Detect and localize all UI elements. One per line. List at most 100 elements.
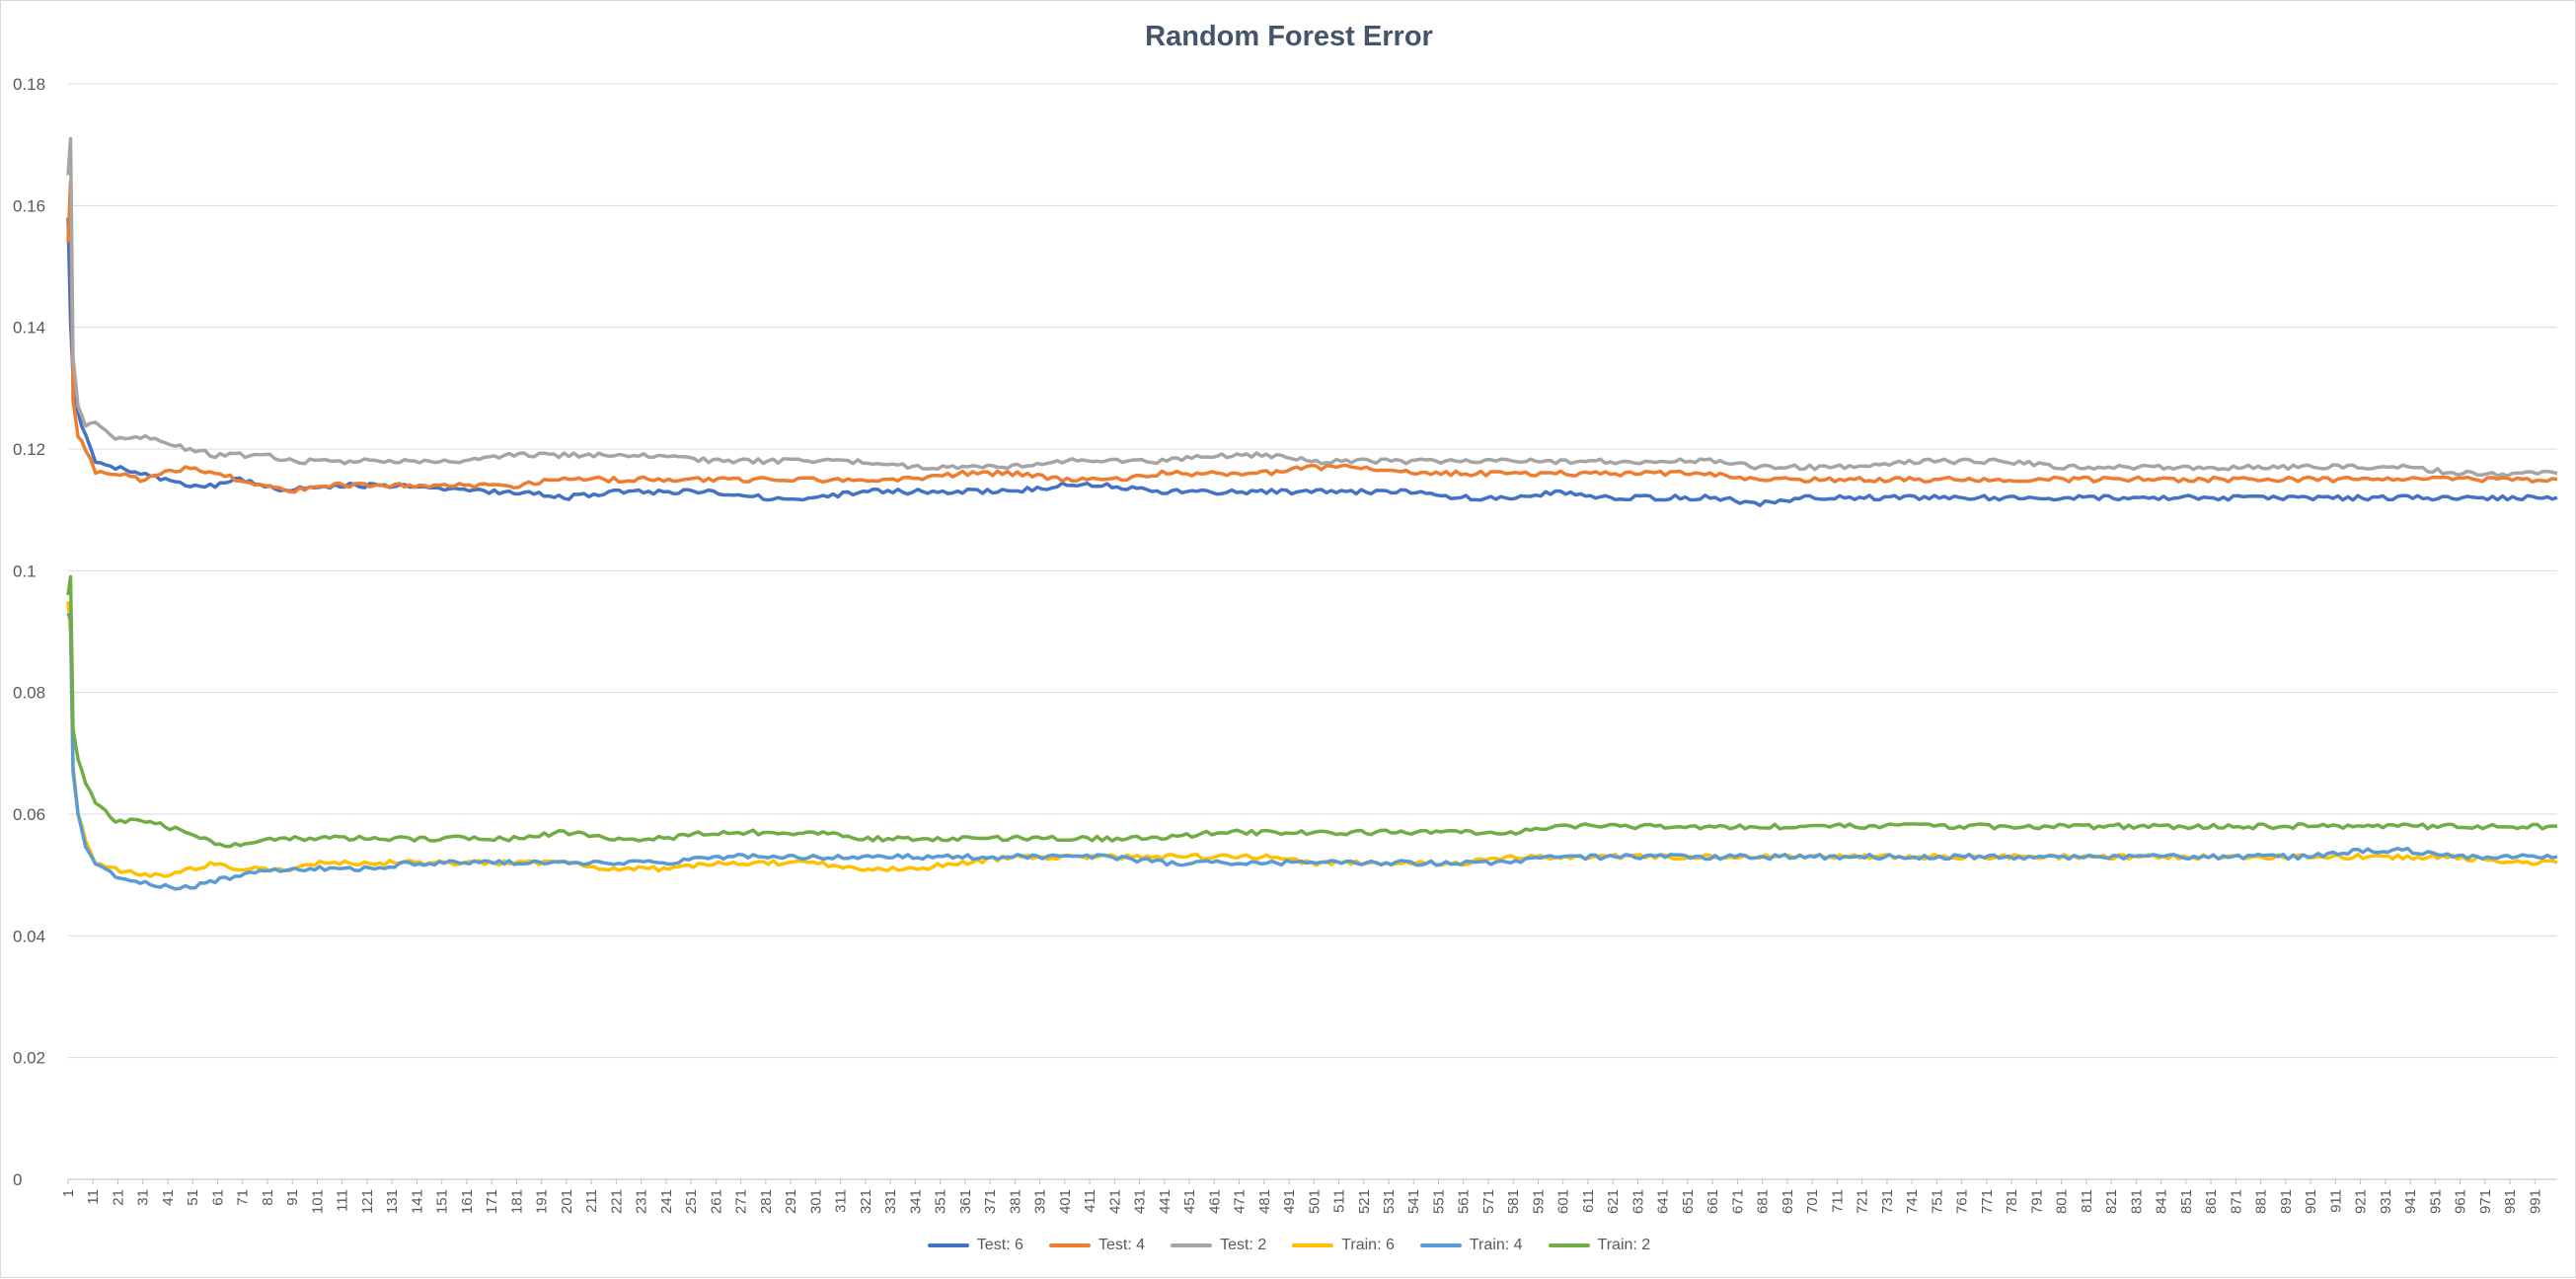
x-tick-label: 561: [1456, 1189, 1473, 1214]
x-tick-label: 771: [1979, 1189, 1996, 1214]
x-tick-label: 921: [2353, 1189, 2370, 1214]
y-tick-label: 0.12: [13, 440, 45, 459]
x-tick-label: 261: [708, 1189, 724, 1214]
legend-item: Train: 4: [1419, 1237, 1523, 1254]
x-tick-label: 721: [1855, 1189, 1871, 1214]
x-tick-label: 441: [1157, 1189, 1174, 1214]
y-tick-label: 0.02: [13, 1049, 45, 1068]
x-tick-label: 981: [2502, 1189, 2519, 1214]
x-tick-label: 451: [1181, 1189, 1198, 1214]
series-line: [66, 136, 2558, 478]
x-tick-label: 631: [1629, 1189, 1646, 1214]
legend-label: Test: 6: [976, 1237, 1023, 1253]
x-tick-label: 881: [2253, 1189, 2270, 1214]
legend-label: Test: 2: [1220, 1237, 1267, 1253]
x-tick-label: 381: [1007, 1189, 1023, 1214]
series-lines: [66, 136, 2558, 891]
legend-label: Train: 2: [1597, 1237, 1651, 1253]
y-tick-label: 0.08: [13, 684, 45, 703]
x-tick-label: 291: [783, 1189, 799, 1214]
x-tick-label: 681: [1755, 1189, 1772, 1214]
x-tick-label: 1: [60, 1189, 77, 1197]
x-tick-label: 81: [260, 1189, 276, 1206]
x-tick-label: 521: [1356, 1189, 1373, 1214]
x-tick-label: 221: [608, 1189, 625, 1214]
x-tick-label: 161: [459, 1189, 476, 1214]
series-line: [66, 179, 2558, 494]
x-tick-label: 461: [1206, 1189, 1223, 1214]
x-tick-label: 141: [409, 1189, 425, 1214]
x-tick-label: 711: [1829, 1189, 1846, 1213]
x-tick-label: 231: [634, 1189, 650, 1214]
x-tick-label: 481: [1256, 1189, 1273, 1214]
x-tick-label: 551: [1430, 1189, 1447, 1214]
y-tick-label: 0: [13, 1170, 22, 1189]
x-tick-label: 811: [2079, 1189, 2095, 1213]
x-tick-label: 731: [1879, 1189, 1896, 1214]
x-tick-label: 191: [534, 1189, 551, 1214]
x-tick-label: 431: [1132, 1189, 1149, 1214]
x-tick-label: 91: [284, 1189, 301, 1206]
x-tick-label: 341: [907, 1189, 924, 1214]
x-tick-label: 831: [2128, 1189, 2145, 1214]
x-tick-label: 71: [235, 1189, 252, 1206]
y-tick-label: 0.06: [13, 805, 45, 824]
legend-item: Test: 2: [1171, 1237, 1266, 1254]
x-tick-label: 101: [309, 1189, 326, 1214]
x-tick-label: 951: [2427, 1189, 2444, 1214]
x-tick-label: 841: [2154, 1189, 2170, 1214]
x-tick-label: 611: [1580, 1189, 1597, 1213]
x-tick-label: 971: [2477, 1189, 2494, 1214]
x-tick-label: 171: [484, 1189, 500, 1214]
x-tick-label: 651: [1680, 1189, 1697, 1214]
x-tick-label: 511: [1331, 1189, 1348, 1213]
x-tick-label: 281: [758, 1189, 775, 1214]
chart-title: Random Forest Error: [1145, 21, 1433, 52]
legend-item: Train: 2: [1548, 1237, 1651, 1254]
legend-swatch: [927, 1243, 969, 1247]
x-tick-label: 691: [1780, 1189, 1796, 1214]
x-tick-label: 861: [2203, 1189, 2220, 1214]
legend: Test: 6 Test: 4 Test: 2 Train: 6 Train: 4 Tra…: [1, 1237, 2576, 1254]
x-tick-label: 41: [160, 1189, 177, 1206]
x-tick-label: 51: [185, 1189, 201, 1206]
x-tick-label: 621: [1605, 1189, 1622, 1214]
x-tick-label: 251: [683, 1189, 700, 1214]
x-tick-label: 741: [1904, 1189, 1921, 1214]
x-tick-label: 891: [2278, 1189, 2295, 1214]
x-tick-label: 131: [384, 1189, 401, 1214]
y-tick-label: 0.1: [13, 562, 37, 580]
x-tick-label: 761: [1954, 1189, 1971, 1214]
y-axis-ticks: 0 0.02 0.04 0.06 0.08 0.1 0.12 0.14 0.16 0.18: [13, 75, 45, 1189]
x-tick-label: 61: [209, 1189, 226, 1206]
x-tick-label: 501: [1306, 1189, 1323, 1214]
x-tick-label: 661: [1705, 1189, 1721, 1214]
gridlines: [68, 83, 2557, 1180]
x-tick-label: 671: [1729, 1189, 1746, 1214]
x-tick-label: 941: [2402, 1189, 2419, 1214]
x-tick-label: 581: [1505, 1189, 1522, 1214]
x-tick-label: 701: [1804, 1189, 1821, 1214]
legend-swatch: [1548, 1243, 1590, 1247]
x-tick-label: 391: [1032, 1189, 1049, 1214]
x-tick-label: 641: [1655, 1189, 1672, 1214]
x-tick-label: 31: [135, 1189, 152, 1206]
x-tick-label: 901: [2303, 1189, 2319, 1214]
x-tick-label: 181: [508, 1189, 525, 1214]
x-tick-label: 201: [559, 1189, 575, 1214]
x-tick-label: 241: [658, 1189, 675, 1214]
x-tick-label: 321: [858, 1189, 874, 1214]
legend-swatch: [1292, 1243, 1334, 1247]
legend-label: Test: 4: [1098, 1237, 1146, 1253]
x-tick-label: 331: [882, 1189, 899, 1214]
x-tick-label: 491: [1281, 1189, 1298, 1214]
x-tick-label: 311: [833, 1189, 850, 1213]
x-tick-label: 371: [982, 1189, 999, 1214]
x-axis: 1 11 21 31 41 51 61 71 81 91 101 111 121 131 141 151 161…: [60, 1179, 2543, 1214]
series-line: [66, 601, 2558, 878]
x-tick-label: 991: [2527, 1189, 2543, 1214]
series-line: [66, 217, 2558, 507]
x-tick-label: 791: [2028, 1189, 2045, 1214]
